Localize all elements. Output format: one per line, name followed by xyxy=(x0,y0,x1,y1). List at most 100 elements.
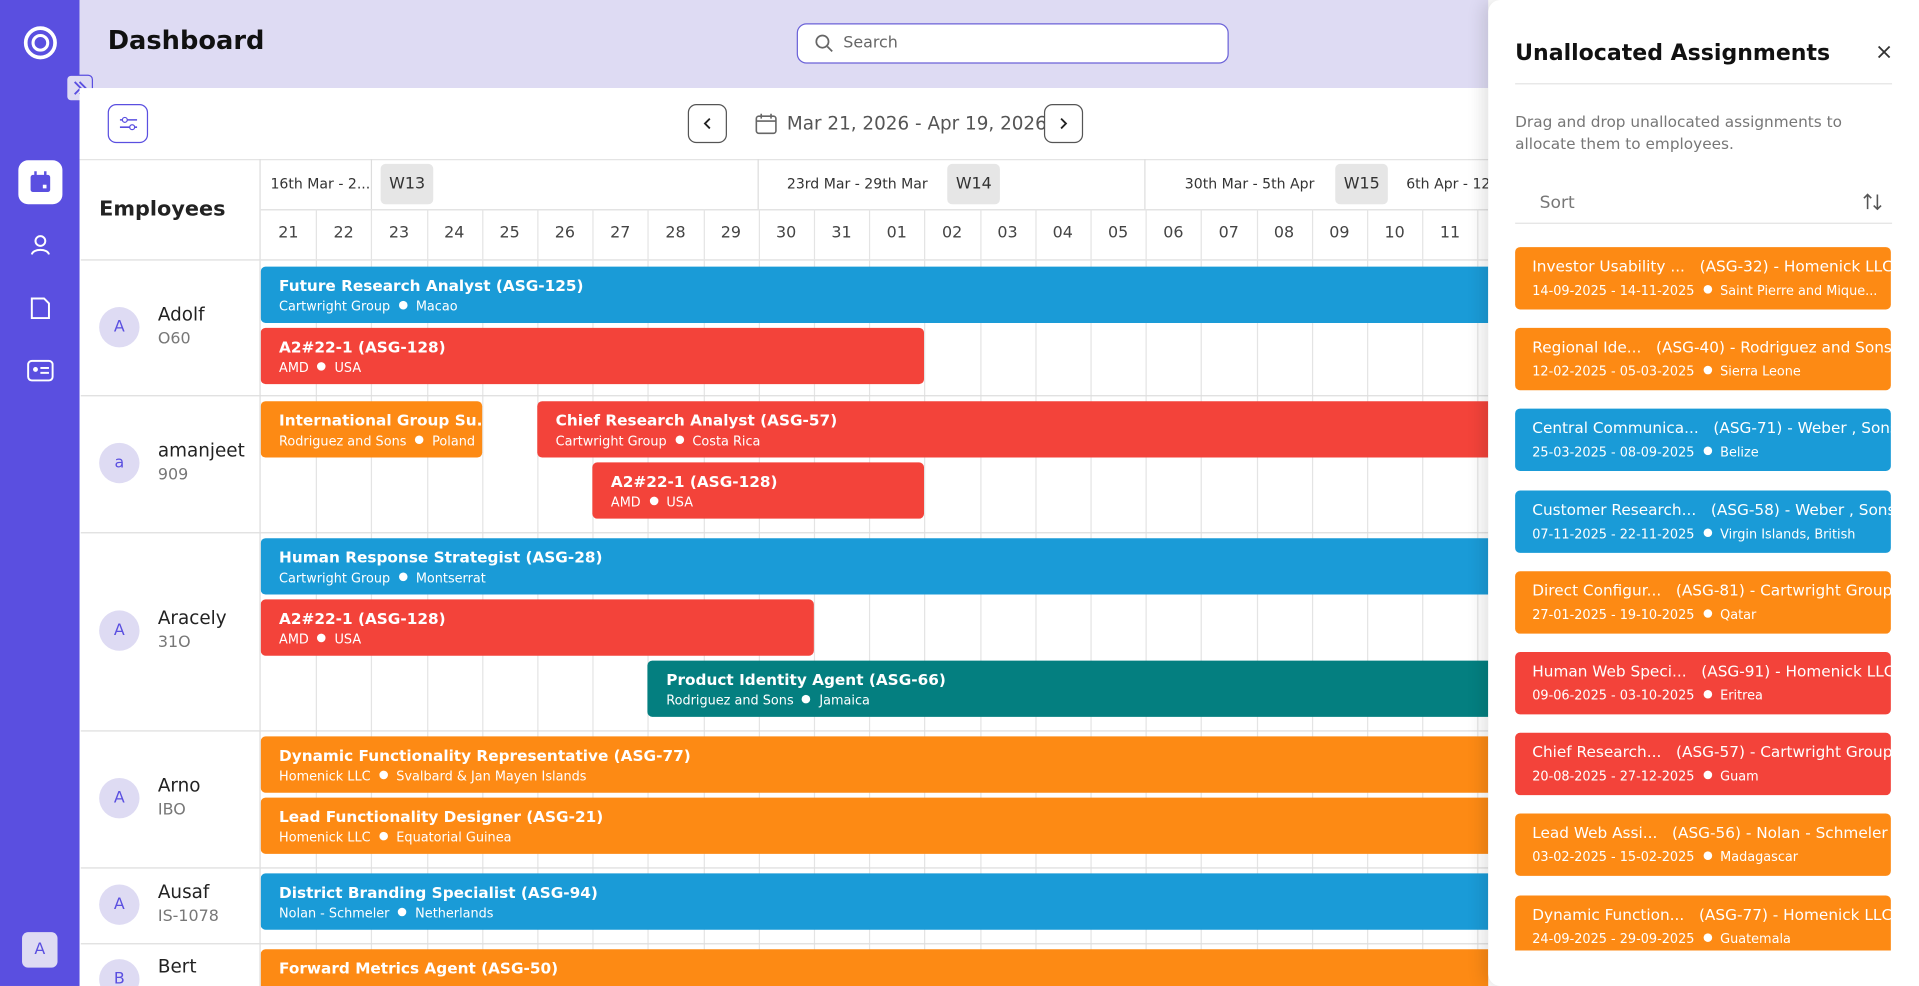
employee-code: 909 xyxy=(157,466,189,485)
card-title: Regional Ide... xyxy=(1532,337,1642,357)
user-avatar[interactable]: A xyxy=(22,932,58,968)
day-label: 22 xyxy=(333,223,354,243)
assignment-title: International Group Su... xyxy=(279,411,482,430)
sort-control[interactable]: Sort xyxy=(1515,182,1893,224)
assignment-bar[interactable]: Forward Metrics Agent (ASG-50) xyxy=(260,949,1489,986)
assignment-card[interactable]: Customer Research... (ASG-58) - Weber , S… xyxy=(1515,490,1895,553)
day-column-line xyxy=(1145,209,1147,986)
card-header: Regional Ide... (ASG-40) - Rodriguez and … xyxy=(1532,338,1892,356)
card-header: Direct Configur... (ASG-81) - Cartwright … xyxy=(1532,581,1892,599)
assignment-bar[interactable]: Lead Functionality Designer (ASG-21) Home… xyxy=(260,797,1489,854)
assignment-bar[interactable]: District Branding Specialist (ASG-94) Nol… xyxy=(260,873,1489,930)
assignment-bar[interactable]: Human Response Strategist (ASG-28) Cartwr… xyxy=(260,538,1489,595)
assignment-bar[interactable]: Product Identity Agent (ASG-66) Rodriguez… xyxy=(647,660,1489,717)
close-button[interactable] xyxy=(1877,45,1891,59)
row-border xyxy=(80,943,1489,945)
assignment-bar[interactable]: Dynamic Functionality Representative (AS… xyxy=(260,736,1489,793)
day-column-line xyxy=(1477,209,1479,986)
card-location: Guatemala xyxy=(1720,931,1791,947)
assignment-card[interactable]: Dynamic Function... (ASG-77) - Homenick L… xyxy=(1515,894,1893,951)
assignment-bar[interactable]: A2#22-1 (ASG-128) AMD USA xyxy=(260,327,925,385)
employee-cell-border xyxy=(259,730,261,868)
assignment-card[interactable]: Investor Usability ... (ASG-32) - Homenic… xyxy=(1515,247,1893,310)
week-chip: W13 xyxy=(380,163,434,205)
nav-docs[interactable] xyxy=(18,286,62,330)
assignment-details: Nolan - Schmeler Netherlands xyxy=(279,906,493,921)
card-title: Chief Research... xyxy=(1532,742,1662,762)
day-label: 24 xyxy=(444,223,465,243)
search-box[interactable]: Search xyxy=(796,23,1229,64)
assignment-card[interactable]: Lead Web Assi... (ASG-56) - Nolan - Schme… xyxy=(1515,813,1891,877)
row-border xyxy=(80,532,1489,534)
assignment-bar[interactable]: A2#22-1 (ASG-128) AMD USA xyxy=(260,599,814,656)
assignment-card[interactable]: Regional Ide... (ASG-40) - Rodriguez and … xyxy=(1515,328,1892,391)
day-column-line xyxy=(758,209,760,986)
assignment-title: Future Research Analyst (ASG-125) xyxy=(279,276,584,295)
day-column-line xyxy=(1311,209,1313,986)
prev-button[interactable] xyxy=(687,103,727,144)
separator-dot xyxy=(317,362,326,371)
nav-people[interactable] xyxy=(18,223,62,267)
assignment-company: AMD xyxy=(279,360,309,376)
day-label: 23 xyxy=(388,223,410,243)
assignment-company: Cartwright Group xyxy=(555,434,667,449)
assignment-card[interactable]: Central Communica... (ASG-71) - Weber , S… xyxy=(1515,409,1898,472)
card-details: 20-08-2025 - 27-12-2025 Guam xyxy=(1532,770,1758,785)
card-title: Customer Research... xyxy=(1532,499,1697,519)
day-label: 02 xyxy=(942,223,963,243)
employee-code: O60 xyxy=(157,330,191,349)
separator-dot xyxy=(414,435,424,445)
employee-cell-border xyxy=(259,943,261,986)
calendar-area: 16th Mar - 2... W13 23rd Mar - 29th Mar W14… xyxy=(260,159,1489,986)
filter-button[interactable] xyxy=(107,103,149,144)
card-title: Human Web Speci... xyxy=(1532,661,1687,681)
nav-calendar[interactable] xyxy=(18,160,63,205)
card-code-client: (ASG-32) - Homenick LLC xyxy=(1699,256,1893,276)
card-dates: 12-02-2025 - 05-03-2025 xyxy=(1532,364,1695,380)
employee-name: Adolf xyxy=(157,303,205,326)
card-code-client: (ASG-40) - Rodriguez and Sons xyxy=(1656,337,1892,357)
week-separator xyxy=(370,159,373,210)
card-location: Eritrea xyxy=(1720,688,1763,704)
timeline: Employees 16th Mar - 2... W13 23rd Mar - 2… xyxy=(80,159,1489,986)
sort-label: Sort xyxy=(1539,193,1575,213)
card-code-client: (ASG-91) - Homenick LLC xyxy=(1701,661,1895,681)
card-header: Central Communica... (ASG-71) - Weber , S… xyxy=(1532,419,1898,437)
assignment-bar[interactable]: International Group Su... Rodriguez and S… xyxy=(260,401,482,458)
separator-dot xyxy=(1703,446,1712,456)
day-label: 04 xyxy=(1052,223,1073,243)
card-code-client: (ASG-77) - Homenick LLC xyxy=(1698,904,1893,924)
assignment-company: Homenick LLC xyxy=(279,769,371,785)
employee-name: Ausaf xyxy=(157,880,210,903)
separator-dot xyxy=(802,694,811,704)
calendar-icon xyxy=(755,113,777,135)
assignment-bar[interactable]: A2#22-1 (ASG-128) AMD USA xyxy=(592,462,925,519)
card-dates: 03-02-2025 - 15-02-2025 xyxy=(1532,850,1695,866)
card-code-client: (ASG-56) - Nolan - Schmeler xyxy=(1672,823,1888,843)
separator-dot xyxy=(1703,770,1712,780)
card-header: Lead Web Assi... (ASG-56) - Nolan - Schme… xyxy=(1532,824,1887,842)
day-label: 06 xyxy=(1163,223,1184,243)
day-column-line xyxy=(315,209,318,986)
assignment-location: Costa Rica xyxy=(692,434,761,449)
employee-cell-border xyxy=(259,260,261,396)
employee-code: IS-1078 xyxy=(157,907,219,927)
assignment-card[interactable]: Chief Research... (ASG-57) - Cartwright G… xyxy=(1515,732,1892,796)
card-header: Investor Usability ... (ASG-32) - Homenic… xyxy=(1532,257,1893,275)
day-column-line xyxy=(1422,209,1424,986)
card-title: Dynamic Function... xyxy=(1532,904,1685,924)
assignment-title: Product Identity Agent (ASG-66) xyxy=(666,670,946,689)
assignment-bar[interactable]: Future Research Analyst (ASG-125) Cartwri… xyxy=(260,266,1489,323)
assignment-title: Chief Research Analyst (ASG-57) xyxy=(555,411,838,430)
employee-cell-border xyxy=(259,867,261,944)
card-dates: 24-09-2025 - 29-09-2025 xyxy=(1532,931,1695,947)
assignment-card[interactable]: Direct Configur... (ASG-81) - Cartwright … xyxy=(1515,571,1892,634)
week-label: 16th Mar - 2... xyxy=(270,174,371,193)
card-location: Sierra Leone xyxy=(1720,364,1801,380)
assignment-card[interactable]: Human Web Speci... (ASG-91) - Homenick LL… xyxy=(1515,652,1895,715)
assignment-bar[interactable]: Chief Research Analyst (ASG-57) Cartwrigh… xyxy=(537,401,1489,458)
assignment-location: Macao xyxy=(415,299,458,315)
next-button[interactable] xyxy=(1043,103,1084,144)
nav-cards[interactable] xyxy=(18,349,62,393)
